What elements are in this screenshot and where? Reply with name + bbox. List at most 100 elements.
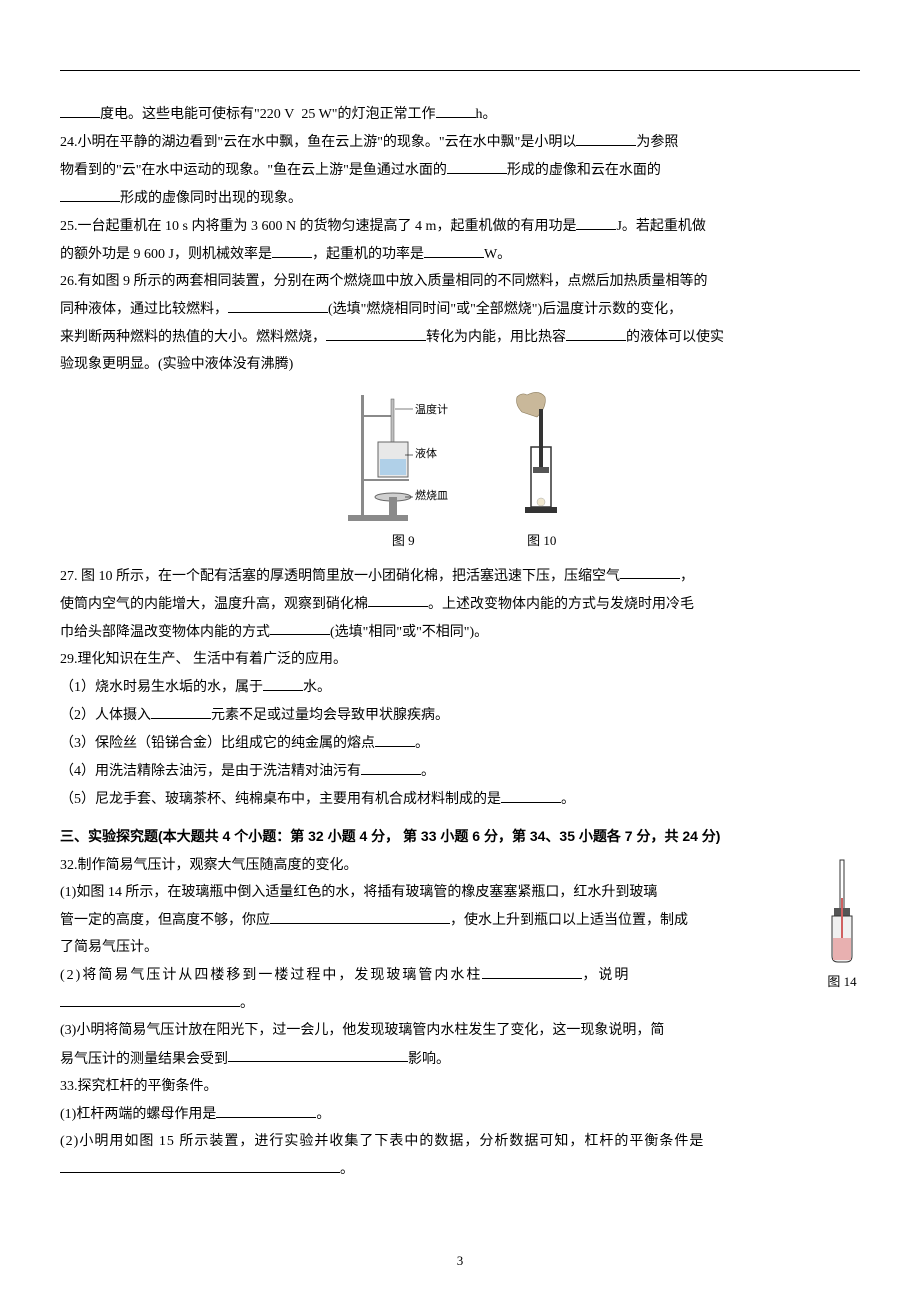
blank	[436, 101, 476, 118]
blank	[216, 1101, 316, 1118]
q32-block: 图 14 32.制作简易气压计，观察大气压随高度的变化。 (1)如图 14 所示…	[60, 853, 860, 1074]
text: ，使水上升到瓶口以上适当位置，制成	[450, 913, 688, 928]
text: 。	[240, 996, 254, 1011]
blank	[620, 563, 680, 580]
text: (3)小明将简易气压计放在阳光下，过一会儿，他发现玻璃管内水柱发生了变化，这一现…	[60, 1023, 664, 1038]
text: 元素不足或过量均会导致甲状腺疾病。	[211, 708, 449, 723]
blank	[482, 962, 582, 979]
text: (2)小明用如图 15 所示装置，进行实验并收集了下表中的数据，分析数据可知，杠…	[60, 1134, 704, 1149]
q27-line3: 巾给头部降温改变物体内能的方式 (选填"相同"或"不相同")。	[60, 619, 860, 645]
q33-head: 33.探究杠杆的平衡条件。	[60, 1074, 860, 1099]
figure-14: 图 14	[824, 858, 860, 993]
text: 33.探究杠杆的平衡条件。	[60, 1079, 218, 1094]
text: （3）保险丝（铅锑合金）比组成它的纯金属的熔点	[60, 736, 375, 751]
q32-p2: 管一定的高度，但高度不够，你应 ，使水上升到瓶口以上适当位置，制成	[60, 907, 860, 933]
q25-line2: 的额外功是 9 600 J，则机械效率是，起重机的功率是W。	[60, 241, 860, 267]
text: J。若起重机做	[616, 219, 705, 234]
text: 转化为内能，用比热容	[426, 330, 566, 345]
text: 24.小明在平静的湖边看到"云在水中飘，鱼在云上游"的现象。"云在水中飘"是小明…	[60, 135, 576, 150]
blank	[576, 213, 616, 230]
q32-p7: 易气压计的测量结果会受到影响。	[60, 1046, 860, 1072]
text: 。	[421, 764, 435, 779]
q26-line3: 来判断两种燃料的热值的大小。燃料燃烧，转化为内能，用比热容的液体可以使实	[60, 324, 860, 350]
text: 验现象更明显。(实验中液体没有沸腾)	[60, 357, 293, 372]
q27-line2: 使筒内空气的内能增大，温度升高，观察到硝化棉 。上述改变物体内能的方式与发烧时用冷…	[60, 591, 860, 617]
text: 同种液体，通过比较燃料，	[60, 302, 228, 317]
q26-line4: 验现象更明显。(实验中液体没有沸腾)	[60, 352, 860, 377]
figure-10: 图 10	[507, 387, 577, 552]
q29-i3: （3）保险丝（铅锑合金）比组成它的纯金属的熔点 。	[60, 730, 860, 756]
fig9-label-liquid: 液体	[415, 446, 437, 460]
q32-p4: (2)将简易气压计从四楼移到一楼过程中，发现玻璃管内水柱 ，说明	[60, 962, 860, 988]
fig10-svg	[507, 387, 577, 527]
top-rule	[60, 70, 860, 71]
text: 25.一台起重机在 10 s 内将重为 3 600 N 的货物匀速提高了 4 m…	[60, 219, 576, 234]
text: 。	[340, 1162, 354, 1177]
blank	[361, 758, 421, 775]
text: （4）用洗洁精除去油污，是由于洗洁精对油污有	[60, 764, 361, 779]
text: 29.理化知识在生产、 生活中有着广泛的应用。	[60, 652, 347, 667]
blank	[60, 990, 240, 1007]
text: (2)将简易气压计从四楼移到一楼过程中，发现玻璃管内水柱	[60, 968, 482, 983]
text: 。	[561, 792, 575, 807]
fig9-svg: 温度计 液体 燃烧皿	[343, 387, 463, 527]
section3-header: 三、实验探究题(本大题共 4 个小题：第 32 小题 4 分， 第 33 小题 …	[60, 824, 860, 849]
blank	[368, 591, 428, 608]
text: (选填"燃烧相同时间"或"全部燃烧")后温度计示数的变化，	[328, 302, 682, 317]
text: 为参照	[636, 135, 678, 150]
fig9-caption: 图 9	[343, 529, 463, 552]
text: 了简易气压计。	[60, 940, 158, 955]
blank	[228, 296, 328, 313]
blank	[228, 1046, 408, 1063]
text: 。	[415, 736, 429, 751]
text: 水。	[303, 680, 331, 695]
q25-line1: 25.一台起重机在 10 s 内将重为 3 600 N 的货物匀速提高了 4 m…	[60, 213, 860, 239]
q32-p6: (3)小明将简易气压计放在阳光下，过一会儿，他发现玻璃管内水柱发生了变化，这一现…	[60, 1018, 860, 1043]
blank	[60, 101, 100, 118]
blank	[576, 129, 636, 146]
text: ，起重机的功率是	[312, 247, 424, 262]
blank	[326, 324, 426, 341]
text: 的液体可以使实	[626, 330, 724, 345]
text: 巾给头部降温改变物体内能的方式	[60, 624, 270, 639]
q27-line1: 27. 图 10 所示，在一个配有活塞的厚透明筒里放一小团硝化棉，把活塞迅速下压…	[60, 563, 860, 589]
text: 。上述改变物体内能的方式与发烧时用冷毛	[428, 596, 694, 611]
text: 易气压计的测量结果会受到	[60, 1051, 228, 1066]
text: 管一定的高度，但高度不够，你应	[60, 913, 270, 928]
q24-line2: 物看到的"云"在水中运动的现象。"鱼在云上游"是鱼通过水面的 形成的虚像和云在水面…	[60, 157, 860, 183]
fig10-caption: 图 10	[507, 529, 577, 552]
blank	[447, 157, 507, 174]
blank	[424, 241, 484, 258]
blank	[566, 324, 626, 341]
text: 度电。这些电能可使标有"220 V 25 W"的灯泡正常工作	[100, 107, 436, 122]
text: 形成的虚像和云在水面的	[507, 163, 661, 178]
text: （2）人体摄入	[60, 708, 151, 723]
blank	[501, 786, 561, 803]
q32-p5: 。	[60, 990, 860, 1016]
text: 32.制作简易气压计，观察大气压随高度的变化。	[60, 858, 358, 873]
q32-head: 32.制作简易气压计，观察大气压随高度的变化。	[60, 853, 860, 878]
fig14-svg	[824, 858, 860, 968]
q33-p1: (1)杠杆两端的螺母作用是。	[60, 1101, 860, 1127]
text: (1)杠杆两端的螺母作用是	[60, 1107, 216, 1122]
q32-p3: 了简易气压计。	[60, 935, 860, 960]
q32-p1: (1)如图 14 所示，在玻璃瓶中倒入适量红色的水，将插有玻璃管的橡皮塞塞紧瓶口…	[60, 880, 860, 905]
blank	[151, 702, 211, 719]
text: ，	[680, 568, 694, 583]
q29-i1: （1）烧水时易生水垢的水，属于 水。	[60, 674, 860, 700]
q29-i4: （4）用洗洁精除去油污，是由于洗洁精对油污有 。	[60, 758, 860, 784]
fig9-label-burner: 燃烧皿	[415, 488, 448, 502]
q24-line3: 形成的虚像同时出现的现象。	[60, 185, 860, 211]
q33-p2: (2)小明用如图 15 所示装置，进行实验并收集了下表中的数据，分析数据可知，杠…	[60, 1129, 860, 1154]
text: 物看到的"云"在水中运动的现象。"鱼在云上游"是鱼通过水面的	[60, 163, 447, 178]
blank	[272, 241, 312, 258]
q29-i5: （5）尼龙手套、玻璃茶杯、纯棉桌布中，主要用有机合成材料制成的是。	[60, 786, 860, 812]
text: W。	[484, 247, 511, 262]
text: (选填"相同"或"不相同")。	[330, 624, 488, 639]
page-number: 3	[0, 1249, 920, 1272]
q33-p3: 。	[60, 1156, 860, 1182]
q23-line: 度电。这些电能可使标有"220 V 25 W"的灯泡正常工作h。	[60, 101, 860, 127]
text: ，说明	[582, 968, 630, 983]
text: （1）烧水时易生水垢的水，属于	[60, 680, 263, 695]
text: 使筒内空气的内能增大，温度升高，观察到硝化棉	[60, 596, 368, 611]
